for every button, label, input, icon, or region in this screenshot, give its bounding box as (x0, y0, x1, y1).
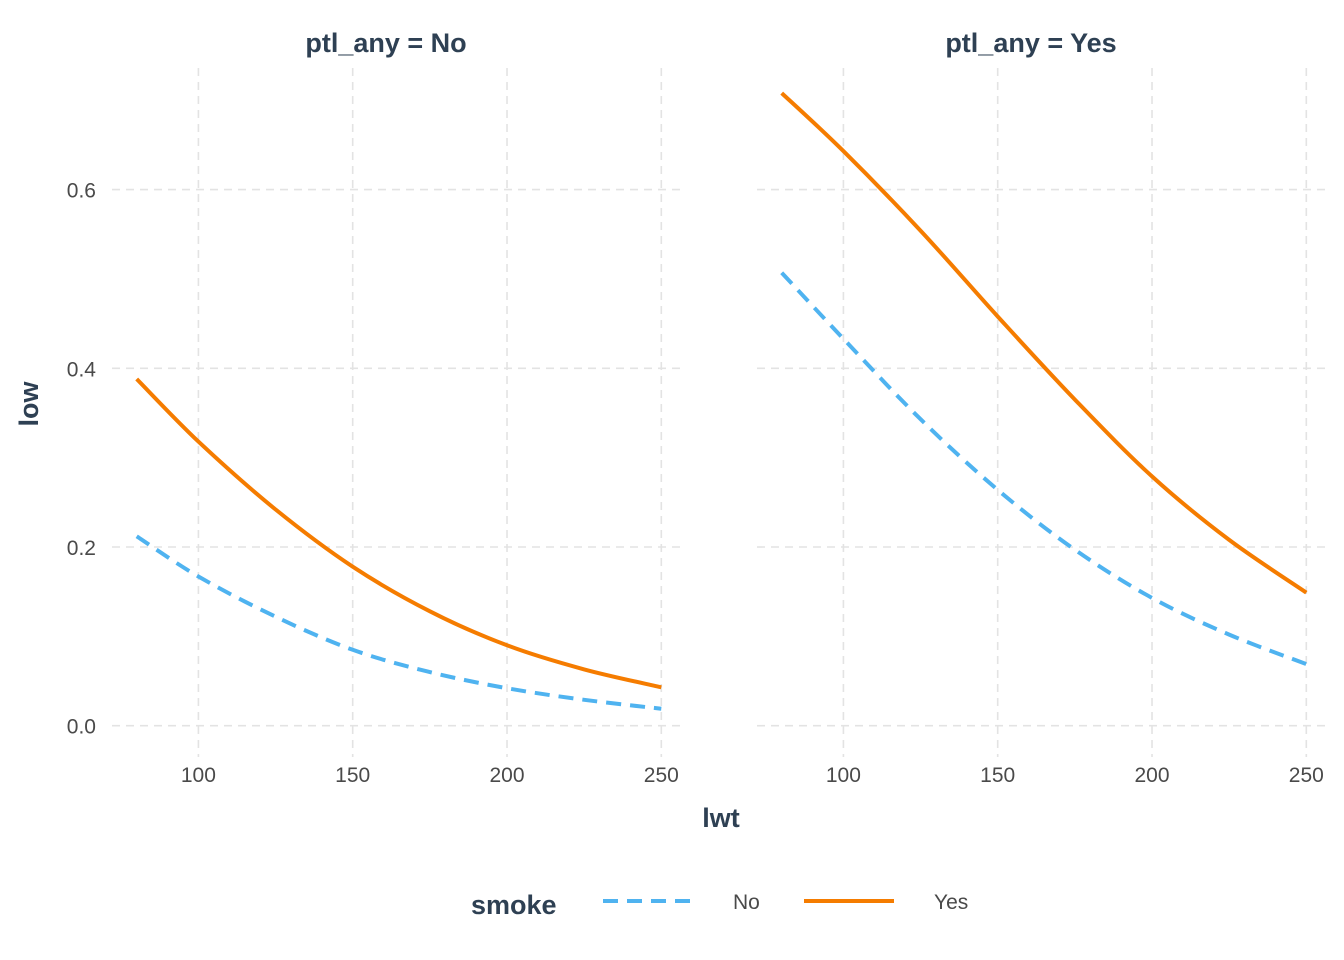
series-line-yes (780, 91, 1308, 595)
legend-label-no: No (733, 891, 760, 914)
y-tick-label: 0.2 (67, 537, 96, 560)
x-tick-label: 150 (335, 764, 370, 787)
series-line-no (780, 271, 1308, 666)
panel-2: 100 150 200 250 ptl_any = Yes (757, 28, 1331, 787)
y-tick-label: 0.6 (67, 180, 96, 203)
panel-1: 100 150 200 250 0.0 0.2 0.4 0.6 ptl_any = No (67, 28, 686, 787)
legend-label-yes: Yes (934, 891, 968, 914)
x-axis-title: lwt (702, 803, 740, 833)
y-tick-label: 0.0 (67, 716, 96, 739)
x-tick-label: 250 (1289, 764, 1324, 787)
x-tick-label: 100 (181, 764, 216, 787)
series-line-no (135, 534, 662, 711)
x-tick-label: 250 (644, 764, 679, 787)
x-tick-label: 150 (980, 764, 1015, 787)
facet-strip-label: ptl_any = No (305, 28, 466, 58)
x-tick-label: 200 (1134, 764, 1169, 787)
legend-title: smoke (471, 890, 557, 920)
series-line-yes (135, 377, 662, 690)
x-tick-label: 100 (826, 764, 861, 787)
y-axis-title: low (14, 381, 44, 427)
y-tick-label: 0.4 (67, 358, 97, 381)
x-tick-label: 200 (489, 764, 524, 787)
legend: smoke No Yes (471, 890, 968, 920)
facet-strip-label: ptl_any = Yes (945, 28, 1116, 58)
